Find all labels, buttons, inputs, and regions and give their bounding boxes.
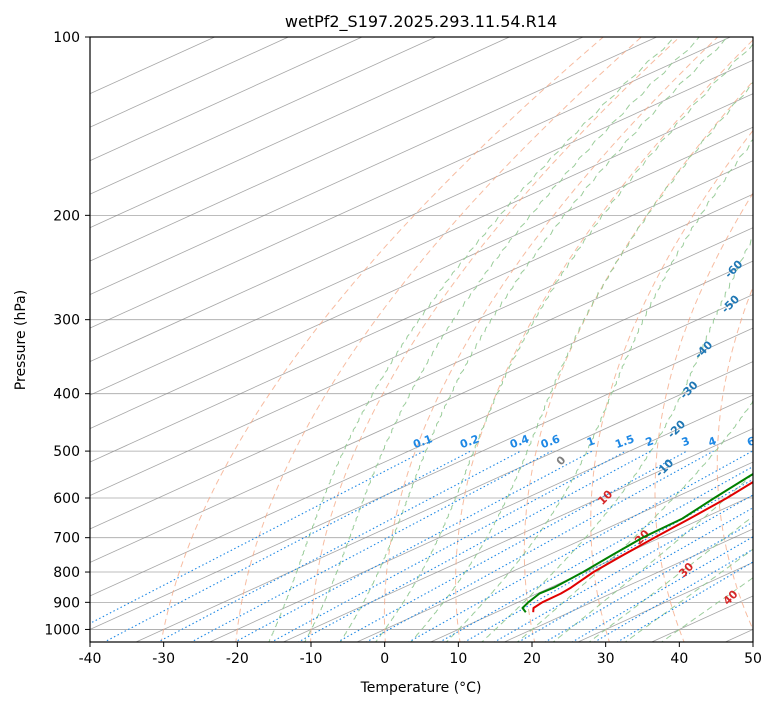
mixing-ratio-line: [103, 450, 471, 642]
dry-adiabat-line: [716, 285, 753, 631]
y-tick-label: 100: [53, 30, 80, 46]
moist-adiabat-line: [588, 515, 753, 642]
dewpoint-line: [521, 472, 753, 613]
dry-adiabat-line: [160, 37, 605, 642]
x-tick-label: 10: [449, 651, 467, 667]
dry-adiabat-line: [235, 37, 643, 642]
isotherm-line: [209, 394, 753, 642]
moist-adiabat-line: [339, 37, 728, 642]
isotherm-line: [283, 428, 753, 642]
moist-adiabat-line: [374, 43, 753, 642]
mixing-ratio-line: [517, 507, 753, 642]
y-tick-label: 900: [53, 595, 80, 611]
isotherm-line: [90, 37, 657, 296]
isotherm-line: [90, 59, 753, 363]
dry-adiabat-line: [590, 129, 753, 642]
x-axis-title: Temperature (°C): [360, 680, 482, 696]
mixing-ratio-line: [493, 494, 753, 642]
y-tick-label: 500: [53, 444, 80, 460]
plot-frame: [89, 36, 754, 643]
x-tick-label: 20: [523, 651, 541, 667]
moist-adiabat-line: [410, 81, 753, 642]
mixing-ratio-label: 3: [680, 434, 692, 449]
y-tick-label: 800: [53, 565, 80, 581]
y-tick-label: 400: [53, 387, 80, 403]
isotherm-line: [90, 327, 753, 630]
isotherm-line: [90, 37, 584, 262]
isotherm-line: [90, 260, 753, 563]
mixing-ratio-label: 2: [644, 434, 656, 449]
mixing-ratio-line: [90, 450, 425, 625]
mixing-ratio-line: [593, 548, 753, 642]
mixing-ratio-line: [156, 450, 521, 642]
x-tick-label: -10: [300, 651, 323, 667]
x-tick-label: -20: [226, 651, 249, 667]
y-tick-label: 700: [53, 531, 80, 547]
isotherm-line: [90, 126, 753, 429]
mixing-ratio-line: [190, 450, 552, 642]
dry-adiabat-line: [310, 37, 681, 642]
isotherm-label: -80: [764, 172, 775, 195]
axes: -40 -30 -20 -10 0 10 20 30 40 5010020030040050060…: [44, 30, 762, 667]
mixing-ratio-label: 1: [585, 434, 597, 449]
dry-adiabat-line: [455, 39, 753, 642]
moist-adiabat-line: [481, 236, 753, 642]
mixing-ratio-label: 0.2: [458, 432, 481, 451]
y-tick-label: 200: [53, 208, 80, 224]
x-tick-label: 0: [380, 651, 389, 667]
isotherm-line: [90, 294, 753, 597]
isotherm-line: [90, 37, 510, 229]
y-tick-label: 600: [53, 491, 80, 507]
moist-adiabat-line: [624, 548, 753, 642]
mixing-ratio-line: [616, 561, 753, 642]
x-tick-label: 30: [597, 651, 615, 667]
isotherm-line: [90, 37, 731, 329]
x-tick-label: 50: [744, 651, 762, 667]
moist-adiabat-line: [303, 37, 700, 642]
isotherm-line: [90, 93, 753, 396]
mixing-ratio-line: [336, 450, 688, 642]
y-axis-title: Pressure (hPa): [13, 290, 29, 390]
isotherm-label: -70: [749, 212, 772, 235]
moist-adiabat-line: [268, 37, 675, 642]
mixing-ratio-line: [233, 450, 593, 642]
isotherm-line: [90, 193, 753, 496]
y-tick-label: 1000: [44, 622, 80, 638]
x-tick-label: -40: [79, 651, 102, 667]
y-tick-label: 300: [53, 313, 80, 329]
isotherm-line: [90, 160, 753, 463]
dry-adiabat-line: [654, 192, 753, 642]
temperature-line: [532, 480, 753, 613]
mixing-ratio-label: 0.1: [411, 432, 434, 451]
moist-adiabat-line: [445, 138, 753, 642]
sounding-series: [521, 472, 753, 613]
isotherm-line: [90, 227, 753, 530]
mixing-ratio-line: [407, 450, 753, 642]
mixing-ratio-label: 0.6: [539, 432, 562, 451]
mixing-ratio-label: 0.4: [508, 432, 531, 451]
isotherm-line: [356, 461, 753, 642]
isotherm-line: [90, 37, 436, 195]
moist-adiabat-line: [660, 577, 753, 642]
isotherm-line: [504, 528, 753, 642]
mixing-ratio-line: [270, 450, 627, 642]
isotherm-line: [430, 495, 753, 642]
isotherm-line: [135, 361, 753, 642]
chart-title: wetPf2_S197.2025.293.11.54.R14: [285, 12, 557, 32]
dry-adiabat-line: [383, 37, 719, 642]
x-tick-label: 40: [670, 651, 688, 667]
mixing-ratio-label: 4: [706, 434, 718, 449]
moist-adiabat-line: [552, 473, 753, 642]
mixing-ratio-label: 1.5: [613, 432, 636, 451]
isotherm-line: [90, 37, 363, 162]
mixing-ratio-line: [544, 521, 753, 642]
mixing-ratio-label: 6: [745, 434, 757, 449]
x-tick-label: -30: [152, 651, 175, 667]
